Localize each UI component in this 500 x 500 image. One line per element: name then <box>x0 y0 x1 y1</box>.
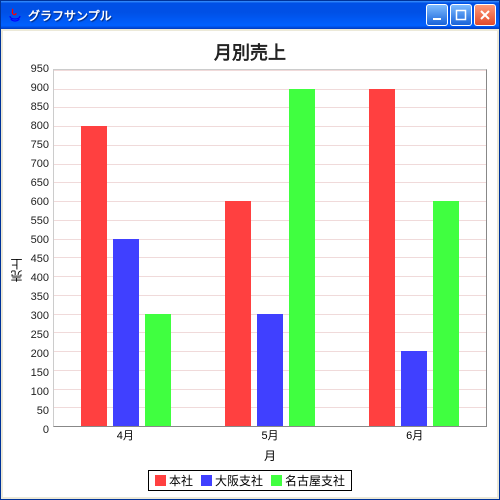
y-tick: 550 <box>31 215 49 227</box>
close-button[interactable] <box>474 4 496 26</box>
y-tick: 350 <box>31 291 49 303</box>
bar <box>257 314 283 426</box>
legend-swatch <box>201 475 212 486</box>
x-ticks: 4月 5月 6月 <box>53 427 487 445</box>
y-axis-label: 売上 <box>8 258 25 282</box>
bar <box>113 239 139 426</box>
y-tick: 100 <box>31 386 49 398</box>
bar <box>433 201 459 426</box>
y-tick: 750 <box>31 139 49 151</box>
y-ticks: 0 50 100 150 200 250 300 350 400 450 500 550 600 650 7… <box>25 69 53 470</box>
y-tick: 250 <box>31 329 49 341</box>
content-pane: 月別売上 売上 0 50 100 150 200 250 300 350 400 450 500 55… <box>1 29 499 499</box>
minimize-button[interactable] <box>426 4 448 26</box>
app-window: グラフサンプル 月別売上 売上 0 50 100 150 200 250 300 350 400… <box>0 0 500 500</box>
y-tick: 800 <box>31 120 49 132</box>
y-tick: 150 <box>31 367 49 379</box>
gridline <box>54 89 486 90</box>
y-tick: 700 <box>31 158 49 170</box>
legend-label: 大阪支社 <box>215 472 263 489</box>
legend-label: 名古屋支社 <box>285 472 345 489</box>
gridline <box>54 145 486 146</box>
legend-swatch <box>155 475 166 486</box>
bar <box>81 126 107 426</box>
gridline <box>54 107 486 108</box>
y-tick: 200 <box>31 348 49 360</box>
x-axis-label: 月 <box>53 445 487 470</box>
y-tick: 850 <box>31 101 49 113</box>
plot-area: 売上 0 50 100 150 200 250 300 350 400 450 500 550 600 6… <box>3 69 497 470</box>
legend-item: 名古屋支社 <box>271 472 345 489</box>
legend-swatch <box>271 475 282 486</box>
bar <box>401 351 427 426</box>
y-tick: 300 <box>31 310 49 322</box>
gridline <box>54 182 486 183</box>
x-tick: 5月 <box>261 427 278 443</box>
maximize-button[interactable] <box>450 4 472 26</box>
y-tick: 650 <box>31 177 49 189</box>
y-tick: 450 <box>31 253 49 265</box>
legend-item: 本社 <box>155 472 193 489</box>
y-tick: 400 <box>31 272 49 284</box>
java-icon <box>7 7 23 23</box>
gridline <box>54 201 486 202</box>
chart-title: 月別売上 <box>3 31 497 69</box>
x-tick: 6月 <box>406 427 423 443</box>
plot <box>53 69 487 427</box>
y-tick: 950 <box>31 63 49 75</box>
bar <box>369 89 395 426</box>
gridline <box>54 126 486 127</box>
bar <box>289 89 315 426</box>
titlebar: グラフサンプル <box>1 1 499 29</box>
y-tick: 900 <box>31 82 49 94</box>
window-title: グラフサンプル <box>28 7 424 24</box>
bar <box>145 314 171 426</box>
y-tick: 500 <box>31 234 49 246</box>
legend-label: 本社 <box>169 472 193 489</box>
y-tick: 50 <box>37 405 49 417</box>
y-tick: 600 <box>31 196 49 208</box>
gridline <box>54 164 486 165</box>
legend: 本社 大阪支社 名古屋支社 <box>148 470 352 491</box>
bar <box>225 201 251 426</box>
y-tick: 0 <box>43 424 49 436</box>
x-tick: 4月 <box>117 427 134 443</box>
gridline <box>54 220 486 221</box>
gridline <box>54 70 486 71</box>
chart-panel: 月別売上 売上 0 50 100 150 200 250 300 350 400 450 500 55… <box>3 31 497 497</box>
legend-item: 大阪支社 <box>201 472 263 489</box>
